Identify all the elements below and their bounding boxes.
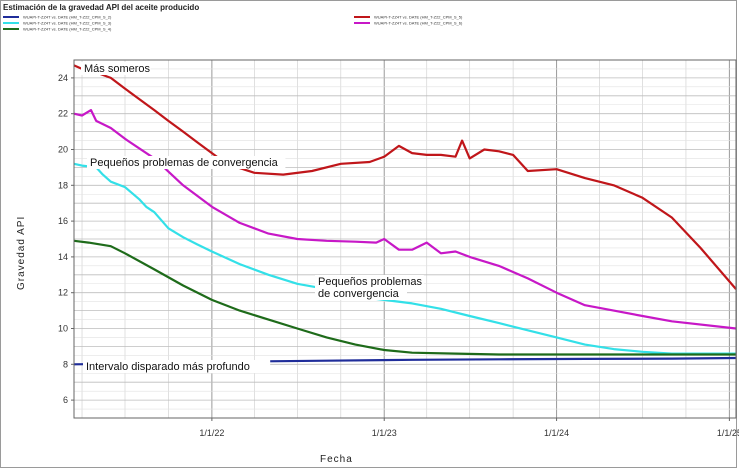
- ticks: 6 8 10 12 14 16 18 20 22 24 1/1/22 1/1/23 1/1/24 1/1/…: [58, 73, 739, 438]
- annotation-3: Pequeños problemas: [318, 276, 422, 288]
- legend-label-3: WUAPI-T-ZZ4T vs. DATE (HM_T-Z22_CPM_S_4): [23, 27, 112, 32]
- series-line-4: [73, 64, 737, 290]
- plot-border: [73, 59, 737, 419]
- legend-label-4: WUAPI-T-ZZ4T vs. DATE (HM_T-Z22_CPM_S_5): [374, 15, 463, 20]
- legend-label-2: WUAPI-T-ZZ4T vs. DATE (HM_T-Z22_CPM_S_3): [23, 21, 112, 26]
- y-tick-label: 16: [58, 216, 68, 226]
- y-tick-label: 24: [58, 73, 68, 83]
- y-tick-label: 14: [58, 252, 68, 262]
- annotation-bg: [83, 360, 271, 373]
- y-tick-label: 10: [58, 324, 68, 334]
- y-tick-label: 6: [63, 395, 68, 405]
- y-tick-label: 8: [63, 359, 68, 369]
- annotation-bg: [81, 62, 151, 75]
- x-tick-label: 1/1/23: [372, 428, 397, 438]
- annotation-4: de convergencia: [318, 288, 400, 300]
- series-line-5: [73, 108, 737, 330]
- annotation-1: Más someros: [84, 63, 151, 75]
- x-axis-label: Fecha: [320, 454, 353, 465]
- annotation-5: Intervalo disparado más profundo: [86, 361, 250, 373]
- x-tick-label: 1/1/24: [544, 428, 569, 438]
- y-tick-label: 20: [58, 145, 68, 155]
- annotation-bg: [315, 287, 407, 300]
- y-tick-label: 18: [58, 180, 68, 190]
- series-layer: [73, 64, 737, 366]
- x-tick-label: 1/1/22: [199, 428, 224, 438]
- annotation-2: Pequeños problemas de convergencia: [90, 157, 279, 169]
- legend-label-5: WUAPI-T-ZZ4T vs. DATE (HM_T-Z22_CPM_S_6): [374, 21, 463, 26]
- legend-label-1: WUAPI-T-ZZ4T vs. DATE (HM_T-Z22_CPM_S_2): [23, 15, 112, 20]
- x-tick-label: 1/1/25: [717, 428, 739, 438]
- y-axis-label: Gravedad API: [16, 216, 27, 290]
- annotations: Más someros Pequeños problemas de converg…: [81, 62, 424, 373]
- y-tick-label: 22: [58, 109, 68, 119]
- y-tick-label: 12: [58, 288, 68, 298]
- series-line-2: [73, 162, 736, 355]
- annotation-bg: [315, 275, 424, 288]
- chart-title: Estimación de la gravedad API del aceite…: [3, 3, 199, 12]
- series-line-3: [73, 239, 736, 356]
- annotation-bg: [87, 156, 286, 169]
- legend: WUAPI-T-ZZ4T vs. DATE (HM_T-Z22_CPM_S_2)…: [3, 15, 463, 32]
